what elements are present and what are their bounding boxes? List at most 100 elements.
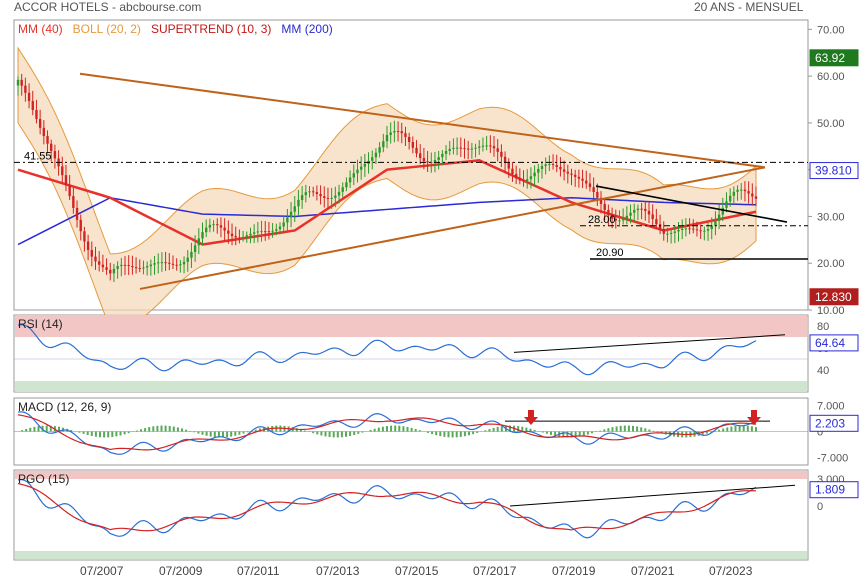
x-axis-tick: 07/2023: [709, 564, 753, 578]
candle-body: [669, 232, 673, 234]
candle-body: [717, 214, 721, 221]
candle-body: [577, 176, 581, 179]
candle-body: [555, 165, 558, 168]
candle-body: [393, 131, 396, 133]
candle-body: [46, 136, 49, 144]
candle-body: [127, 265, 130, 267]
candle-body: [688, 228, 691, 230]
candle-body: [725, 201, 728, 208]
price-badge-bg: [809, 288, 859, 306]
candle-body: [330, 197, 333, 199]
macd-value-badge: 2.203: [815, 416, 845, 430]
candle-body: [282, 222, 285, 227]
rsi-value-badge: 64.64: [815, 336, 845, 350]
rsi-axis-tick: 40: [817, 365, 829, 377]
candle-body: [312, 191, 315, 193]
candle-body: [153, 263, 156, 265]
candle-body: [529, 176, 533, 180]
candle-body: [658, 224, 662, 230]
x-axis-tick: 07/2017: [473, 564, 517, 578]
price-axis-tick: 20.00: [817, 258, 845, 270]
candle-body: [193, 245, 197, 252]
candle-body: [533, 172, 536, 177]
price-badge: 12.830: [815, 290, 852, 304]
candle-body: [714, 220, 717, 226]
candle-body: [297, 199, 300, 207]
candle-body: [500, 151, 503, 157]
candle-body: [444, 150, 448, 154]
macd-axis-tick: 7.000: [817, 400, 845, 412]
candle-body: [640, 208, 643, 210]
candle-body: [703, 230, 706, 232]
candle-body: [216, 224, 219, 226]
candle-body: [264, 231, 267, 233]
candle-body: [286, 217, 289, 223]
candle-body: [293, 206, 296, 212]
candle-body: [241, 236, 245, 238]
x-axis-tick: 07/2019: [552, 564, 596, 578]
candle-body: [245, 235, 248, 237]
candle-body: [359, 166, 363, 170]
candle-body: [437, 157, 440, 161]
candle-body: [42, 127, 46, 137]
candle-body: [35, 109, 38, 120]
candle-body: [363, 163, 367, 167]
candle-body: [382, 141, 385, 148]
candle-body: [20, 79, 23, 86]
candle-body: [455, 147, 459, 149]
candle-body: [651, 214, 654, 220]
candle-body: [684, 228, 688, 230]
candle-body: [27, 92, 31, 102]
candle-body: [38, 119, 42, 128]
candle-body: [566, 171, 570, 174]
candle-body: [160, 262, 164, 264]
pgo-value-badge: 1.809: [815, 483, 845, 497]
candle-body: [149, 264, 153, 267]
level-high-label: 41.55: [24, 150, 52, 162]
candle-body: [489, 145, 492, 147]
level-mid-label: 28.00: [588, 214, 616, 226]
candle-body: [526, 179, 529, 181]
macd-label: MACD (12, 26, 9): [18, 400, 111, 414]
candle-body: [171, 263, 175, 265]
candle-body: [83, 231, 86, 242]
candle-body: [190, 251, 193, 258]
candle-body: [86, 241, 90, 251]
candle-body: [134, 267, 138, 269]
candle-body: [260, 231, 263, 233]
candle-body: [728, 195, 732, 202]
candle-body: [592, 187, 595, 193]
candle-body: [441, 153, 444, 158]
candle-body: [695, 229, 699, 231]
candle-body: [621, 218, 625, 221]
candle-body: [116, 266, 119, 269]
candle-body: [419, 153, 422, 159]
candle-body: [551, 164, 555, 166]
candle-body: [747, 191, 750, 194]
candle-body: [544, 164, 547, 167]
price-badge-bg: [809, 49, 859, 67]
price-axis-tick: 30.00: [817, 211, 845, 223]
candle-body: [573, 174, 577, 177]
candle-body: [596, 192, 599, 198]
candle-body: [197, 238, 201, 246]
candle-body: [68, 185, 71, 197]
candle-body: [120, 264, 123, 267]
candle-body: [348, 177, 352, 183]
candle-body: [692, 228, 695, 230]
bollinger-band: [17, 46, 757, 330]
candle-body: [581, 178, 584, 181]
candle-body: [629, 212, 632, 216]
candle-body: [507, 162, 510, 169]
ma40-line: [17, 159, 757, 246]
rsi-overbought-zone: [15, 315, 807, 337]
pgo-upper-zone: [15, 471, 807, 479]
candle-body: [308, 191, 311, 193]
candle-body: [503, 156, 507, 163]
candle-body: [647, 210, 651, 215]
candle-body: [337, 191, 341, 196]
legend-item: MM (200): [281, 22, 332, 36]
candle-body: [585, 180, 588, 184]
candle-body: [267, 231, 271, 233]
price-badge-bg: [809, 162, 859, 180]
